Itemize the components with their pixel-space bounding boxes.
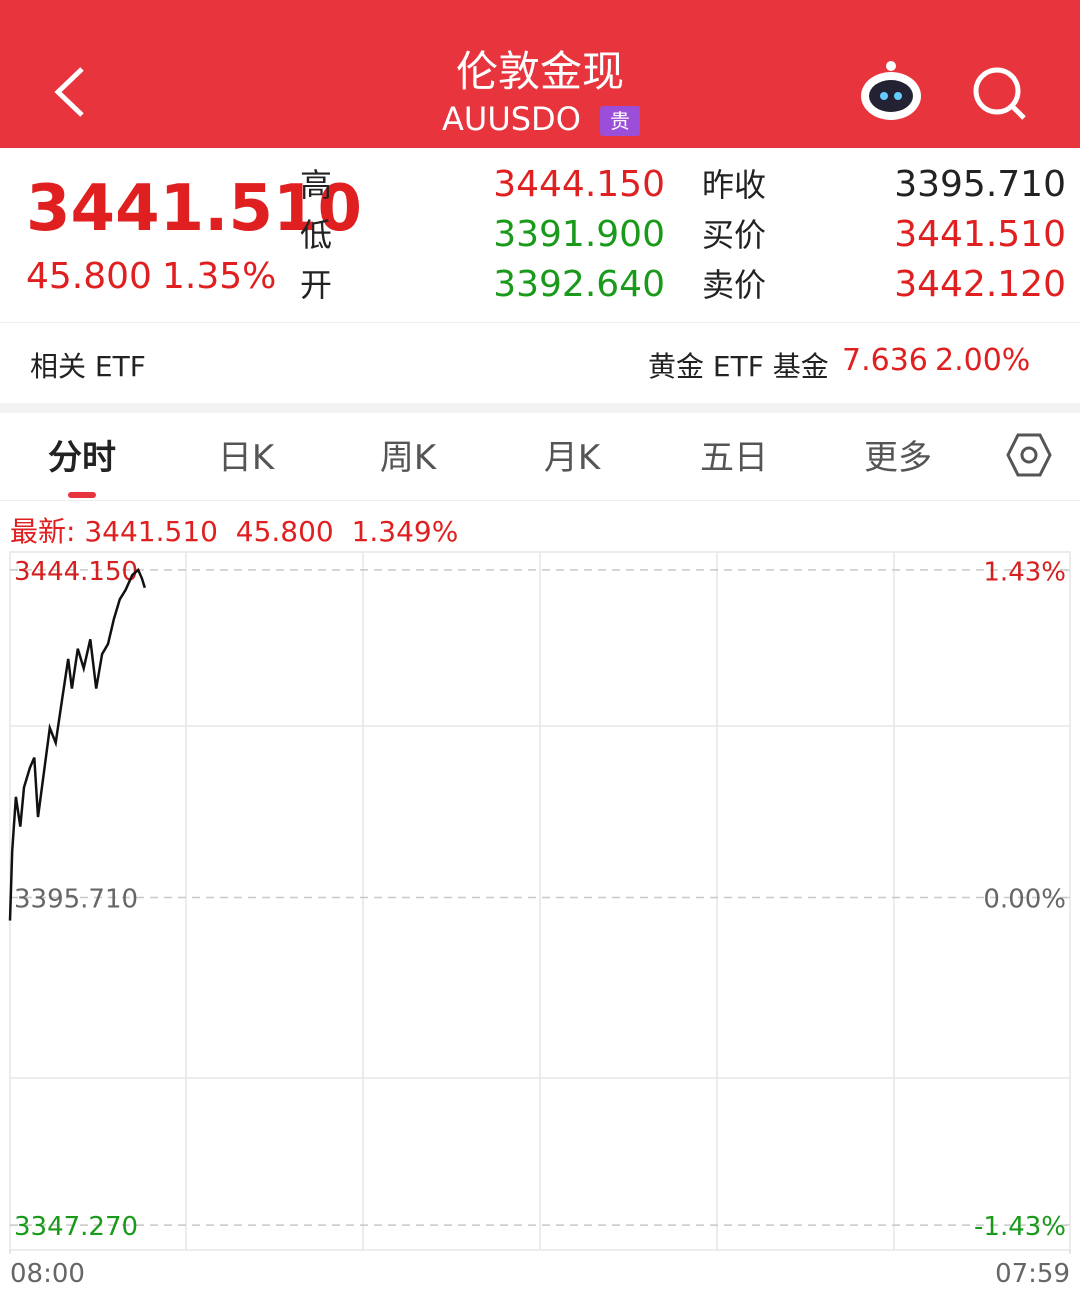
quote-label: 低 xyxy=(300,216,333,254)
change: 45.800 xyxy=(26,256,152,297)
quote-label: 昨收 xyxy=(702,166,767,204)
etf-label: 相关 ETF xyxy=(30,350,146,383)
quote-label: 卖价 xyxy=(702,266,767,304)
x-tick-label: 08:00 xyxy=(10,1259,85,1289)
latest: 最新: 3441.510 45.800 1.349% xyxy=(10,510,458,550)
quote-label: 高 xyxy=(300,166,333,204)
y2-tick-label: 1.43% xyxy=(983,557,1066,587)
tab[interactable]: 更多 xyxy=(864,438,932,478)
y2-tick-label: -1.43% xyxy=(974,1212,1066,1242)
quote-value: 3441.510 xyxy=(894,214,1066,255)
title: 伦敦金现 xyxy=(455,47,624,96)
badge: 贵 xyxy=(600,106,640,136)
x-tick-label: 07:59 xyxy=(995,1259,1070,1289)
price: 3441.510 xyxy=(26,172,363,246)
etf-price: 7.636 xyxy=(842,343,928,378)
price-line xyxy=(8,567,146,921)
quote-label: 买价 xyxy=(702,216,767,254)
chart-frame xyxy=(9,551,1071,1251)
quote-value: 3442.120 xyxy=(894,264,1066,305)
y-tick-label: 3444.150 xyxy=(14,557,138,587)
assistant-icon[interactable] xyxy=(858,58,924,124)
tab[interactable]: 月K xyxy=(543,438,601,478)
header: 伦敦金现 AUUSDO 贵 xyxy=(0,0,1080,148)
etf-fund: 黄金 ETF 基金 xyxy=(648,350,829,383)
quote-value: 3395.710 xyxy=(894,164,1066,205)
tab[interactable]: 五日 xyxy=(700,438,768,478)
etf-row[interactable]: 相关 ETF 黄金 ETF 基金 7.636 2.00% xyxy=(0,322,1080,413)
quote-value: 3444.150 xyxy=(493,164,665,205)
latest-change: 45.800 xyxy=(235,515,334,548)
y2-tick-label: 0.00% xyxy=(983,885,1066,915)
tab[interactable]: 分时 xyxy=(48,438,116,478)
tab[interactable]: 周K xyxy=(379,438,437,478)
etf-pct: 2.00% xyxy=(935,343,1031,378)
latest-pct: 1.349% xyxy=(351,515,459,548)
back-button[interactable] xyxy=(50,65,90,120)
quote-label: 开 xyxy=(300,266,333,304)
latest-price: 3441.510 xyxy=(84,515,218,548)
settings-icon[interactable] xyxy=(1006,432,1052,478)
quote-value: 3392.640 xyxy=(493,264,665,305)
quote-value: 3391.900 xyxy=(493,214,665,255)
tab-indicator xyxy=(68,492,96,498)
latest-label: 最新: xyxy=(10,515,76,548)
search-icon[interactable] xyxy=(970,64,1030,124)
chart: 3444.150 3395.710 3347.270 1.43% 0.00% -1.43%… xyxy=(8,551,1071,1289)
divider xyxy=(0,500,1080,501)
code: AUUSDO xyxy=(442,100,581,138)
change-pct: 1.35% xyxy=(162,256,277,297)
tab[interactable]: 日K xyxy=(217,438,275,478)
y-tick-label: 3347.270 xyxy=(14,1212,138,1242)
y-tick-label: 3395.710 xyxy=(14,885,138,915)
